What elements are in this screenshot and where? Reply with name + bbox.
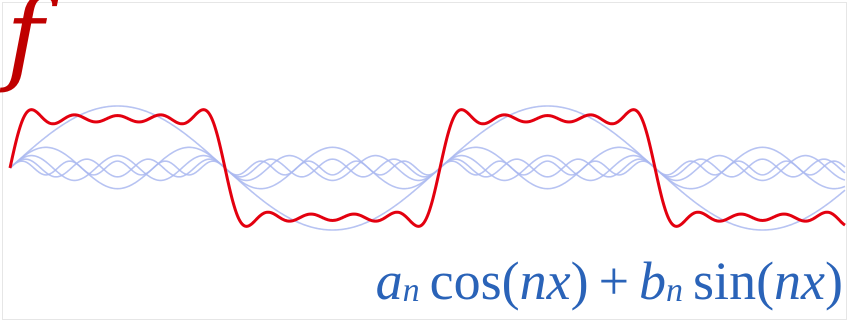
harmonic-7: [9, 158, 846, 178]
cos-open: cos(: [429, 251, 520, 311]
square-wave-partial-sum: [8, 108, 846, 228]
function-label-f: f: [6, 0, 44, 96]
harmonic-5: [9, 154, 846, 182]
harmonic-components: [9, 105, 846, 231]
coefficient-b: b: [639, 251, 667, 311]
sin-close: ): [825, 251, 843, 311]
subscript-n-a: n: [402, 272, 420, 309]
nx-term-sin: nx: [774, 251, 826, 311]
plus-sign: +: [598, 251, 630, 311]
coefficient-a: a: [375, 251, 403, 311]
harmonic-3: [9, 146, 846, 190]
cos-close: ): [570, 251, 589, 311]
harmonic-1: [9, 105, 846, 231]
nx-term-cos: nx: [519, 251, 571, 311]
fourier-term-formula: an cos(nx) + bn sin(nx): [376, 254, 843, 308]
sin-open: sin(: [693, 251, 775, 311]
subscript-n-b: n: [666, 272, 684, 309]
harmonic-9: [9, 160, 846, 176]
